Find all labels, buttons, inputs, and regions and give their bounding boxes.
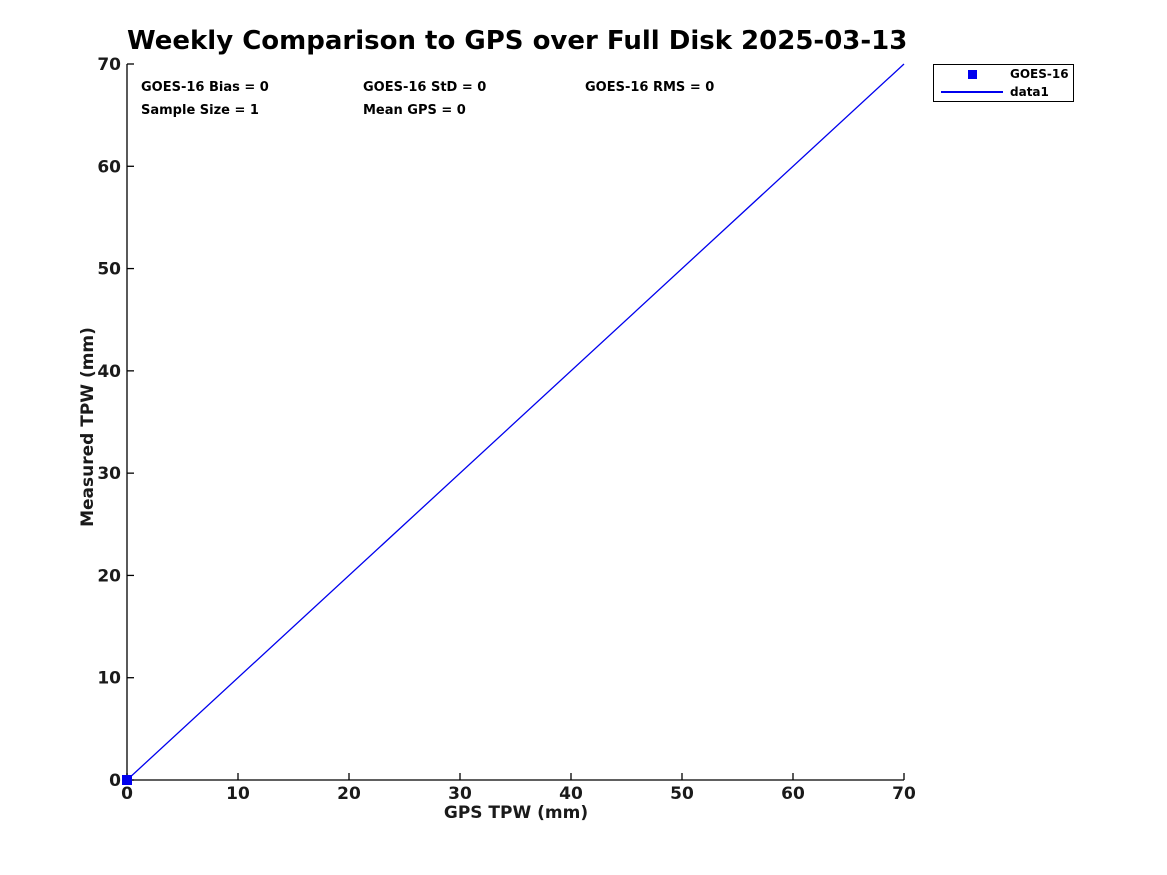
x-tick-label: 20 [337,784,361,804]
y-tick-label: 0 [109,771,121,791]
stat-sample-size: Sample Size = 1 [141,103,259,118]
x-tick-label: 0 [121,784,133,804]
x-tick-label: 40 [559,784,583,804]
x-tick-label: 30 [448,784,472,804]
y-axis-label: Measured TPW (mm) [78,327,98,527]
legend-label-goes16: GOES-16 [1010,67,1069,82]
legend-box: GOES-16 data1 [933,64,1074,102]
stat-bias: GOES-16 Bias = 0 [141,80,269,95]
y-tick-label: 60 [97,157,121,177]
legend-label-data1: data1 [1010,84,1049,99]
legend-swatch-area [934,69,1010,79]
x-tick-label: 70 [892,784,916,804]
y-tick-label: 50 [97,260,121,280]
series-line-data1 [126,63,905,781]
y-tick-label: 30 [97,464,121,484]
stat-rms: GOES-16 RMS = 0 [585,80,715,95]
legend-square-marker-icon [967,69,977,79]
chart-title: Weekly Comparison to GPS over Full Disk … [127,26,908,56]
y-tick-label: 10 [97,669,121,689]
y-tick-label: 70 [97,55,121,75]
stat-mean-gps: Mean GPS = 0 [363,103,466,118]
x-axis-label: GPS TPW (mm) [443,803,589,823]
legend-entry-data1: data1 [934,84,1073,100]
y-tick-label: 40 [97,362,121,382]
legend-entry-goes16: GOES-16 [934,66,1073,82]
series-marker-GOES-16 [122,775,132,785]
x-tick-label: 10 [226,784,250,804]
y-tick-label: 20 [97,566,121,586]
x-tick-label: 50 [670,784,694,804]
legend-swatch-area [934,90,1010,93]
x-tick-label: 60 [781,784,805,804]
legend-line-icon [941,90,1003,93]
stat-std: GOES-16 StD = 0 [363,80,487,95]
